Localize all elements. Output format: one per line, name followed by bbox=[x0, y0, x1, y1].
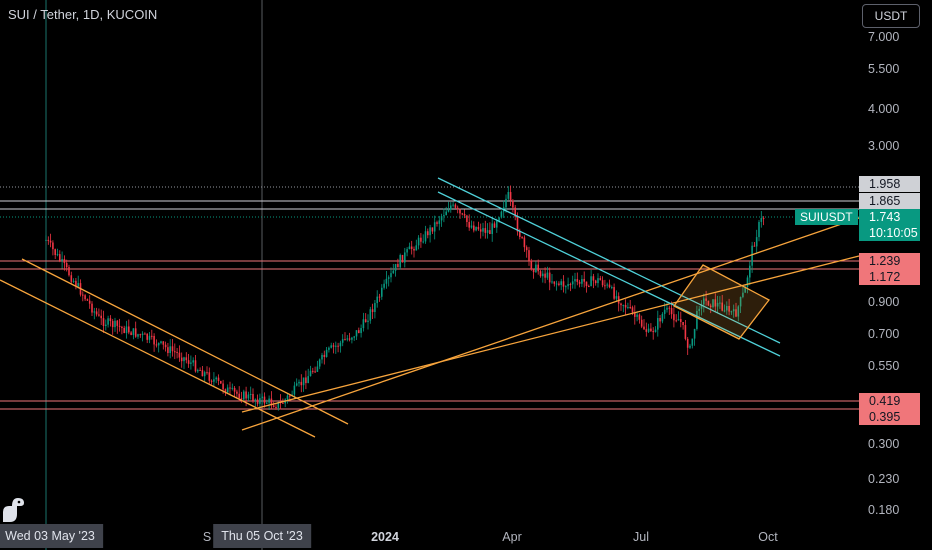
currency-button[interactable]: USDT bbox=[862, 4, 920, 28]
price-level-tag: 0.419 bbox=[859, 393, 920, 409]
price-level-tag: 0.395 bbox=[859, 409, 920, 425]
dinosaur-icon[interactable] bbox=[0, 494, 26, 529]
time-tick-partial: S bbox=[202, 530, 212, 544]
price-level-tag: 1.958 bbox=[859, 176, 920, 192]
symbol-tag: SUIUSDT bbox=[795, 209, 858, 225]
price-tick-label: 0.180 bbox=[868, 503, 900, 517]
last-price-tag: 1.743 bbox=[859, 209, 920, 225]
time-tick-label: Apr bbox=[502, 530, 522, 544]
time-tick-label: Oct bbox=[758, 530, 778, 544]
price-tick-label: 0.700 bbox=[868, 327, 900, 341]
price-tick-label: 5.500 bbox=[868, 62, 900, 76]
countdown-tag: 10:10:05 bbox=[859, 225, 920, 241]
crosshair-date-badge: Thu 05 Oct '23 bbox=[213, 524, 311, 548]
price-tick-label: 0.550 bbox=[868, 359, 900, 373]
time-tick-label: 2024 bbox=[371, 530, 399, 544]
price-level-tag: 1.172 bbox=[859, 269, 920, 285]
price-tick-label: 0.300 bbox=[868, 437, 900, 451]
symbol-title[interactable]: SUI / Tether, 1D, KUCOIN bbox=[8, 7, 158, 22]
price-level-tag: 1.865 bbox=[859, 193, 920, 209]
price-tick-label: 0.900 bbox=[868, 295, 900, 309]
price-tick-label: 0.230 bbox=[868, 472, 900, 486]
crosshair-date-badge: Wed 03 May '23 bbox=[0, 524, 103, 548]
time-tick-label: Jul bbox=[633, 530, 649, 544]
price-level-tag: 1.239 bbox=[859, 253, 920, 269]
price-tick-label: 7.000 bbox=[868, 30, 900, 44]
price-tick-label: 3.000 bbox=[868, 139, 900, 153]
price-tick-label: 4.000 bbox=[868, 102, 900, 116]
